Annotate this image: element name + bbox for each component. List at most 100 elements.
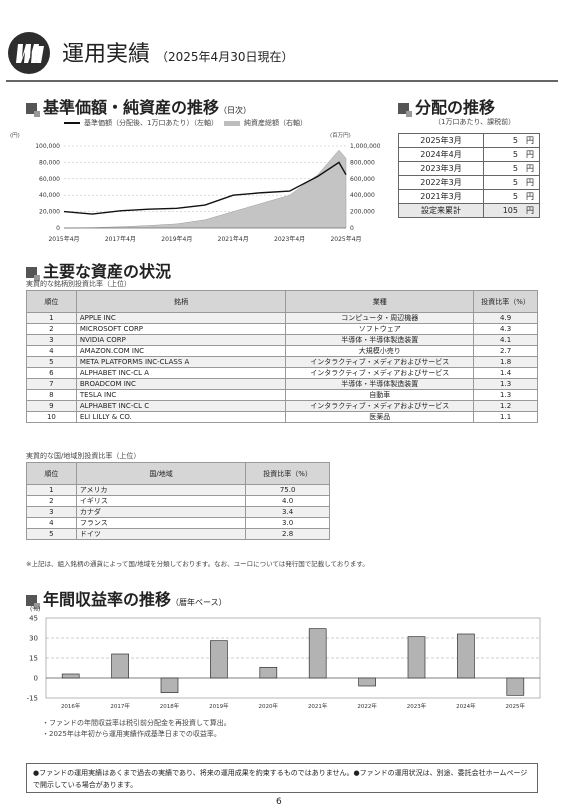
returns-section-title: 年間収益率の推移（暦年ベース） <box>26 586 227 610</box>
table-row: 1 アメリカ 75.0 <box>26 484 330 496</box>
left-tick-label: 80,000 <box>39 159 60 166</box>
country-cell: イギリス <box>75 495 247 507</box>
return-bar <box>61 673 80 679</box>
table-row: 4 フランス 3.0 <box>26 517 330 529</box>
industry-cell: 自動車 <box>285 389 475 401</box>
return-bar <box>210 640 228 679</box>
x-tick-label: 2021年4月 <box>218 235 249 243</box>
right-tick-label: 800,000 <box>350 159 375 166</box>
returns-note-1: ・ファンドの年間収益率は税引前分配金を再投資して算出。 <box>42 719 231 727</box>
legend-aum-label: 純資産総額（右軸） <box>243 119 307 127</box>
ratio-cell: 4.3 <box>473 323 538 335</box>
return-bar <box>259 666 278 679</box>
name-cell: TESLA INC <box>75 389 287 401</box>
dividend-total-row: 設定来累計 105 円 <box>398 203 540 218</box>
dividend-row: 2023年3月 5 円 <box>398 161 540 176</box>
nav-section-title: 基準価額・純資産の推移（日次） <box>26 94 251 118</box>
right-tick-label: 1,000,000 <box>350 143 380 150</box>
holdings-section-title: 主要な資産の状況 <box>26 258 171 282</box>
left-tick-label: 60,000 <box>39 176 60 183</box>
return-bar <box>457 633 475 679</box>
x-tick-label: 2016年 <box>61 702 81 710</box>
ratio-cell: 2.8 <box>245 528 330 540</box>
right-axis-unit: (百万円) <box>330 132 351 139</box>
industry-cell: ソフトウェア <box>285 323 475 335</box>
industry-cell: インタラクティブ・メディアおよびサービス <box>285 400 475 412</box>
rank-cell: 6 <box>26 367 77 379</box>
rank-cell: 5 <box>26 528 77 540</box>
table-row: 10 ELI LILLY & CO. 医薬品 1.1 <box>26 411 538 423</box>
section-marker-icon <box>398 103 412 117</box>
rank-cell: 10 <box>26 411 77 423</box>
col-country: 国/地域 <box>75 462 247 485</box>
name-cell: AMAZON.COM INC <box>75 345 287 357</box>
name-cell: BROADCOM INC <box>75 378 287 390</box>
rank-cell: 9 <box>26 400 77 412</box>
x-tick-label: 2015年4月 <box>48 235 79 243</box>
return-bar <box>358 677 376 687</box>
ratio-cell: 1.1 <box>473 411 538 423</box>
dividend-note: （1万口あたり、課税前） <box>434 118 516 126</box>
col-rank: 順位 <box>26 290 77 313</box>
aum-area <box>63 149 347 229</box>
x-tick-label: 2020年 <box>259 702 279 710</box>
nav-section-note: （日次） <box>219 106 252 115</box>
table-row: 2 イギリス 4.0 <box>26 495 330 507</box>
left-tick-label: 0 <box>56 225 60 232</box>
x-tick-label: 2021年 <box>308 702 328 710</box>
ratio-cell: 1.2 <box>473 400 538 412</box>
nav-line <box>63 161 347 215</box>
table-row: 3 カナダ 3.4 <box>26 506 330 518</box>
dividend-date: 2022年3月 <box>398 175 484 190</box>
legend-nav-label: 基準価額（分配後、1万口あたり）（左軸） <box>84 119 218 127</box>
x-tick-label: 2018年 <box>160 702 180 710</box>
ratio-cell: 4.1 <box>473 334 538 346</box>
return-bar <box>111 653 129 679</box>
dividend-date: 2021年3月 <box>398 189 484 204</box>
col-industry: 業種 <box>285 290 475 313</box>
countries-caption: 実質的な国/地域別投資比率（上位） <box>26 452 141 460</box>
col-rank: 順位 <box>26 462 77 485</box>
col-ratio: 投資比率（%） <box>473 290 538 313</box>
ratio-cell: 4.9 <box>473 312 538 324</box>
dividend-amount: 5 円 <box>483 189 540 204</box>
return-bar <box>407 636 426 679</box>
country-cell: ドイツ <box>75 528 247 540</box>
x-tick-label: 2025年 <box>506 702 526 710</box>
right-tick-label: 600,000 <box>350 176 375 183</box>
industry-cell: インタラクティブ・メディアおよびサービス <box>285 356 475 368</box>
return-bar <box>160 677 179 694</box>
returns-chart: (%) 45 30 15 0 -15 2016年 2017年 2018年 2019年 2020年 20… <box>27 606 541 710</box>
section-marker-icon <box>26 595 40 609</box>
dividend-date: 2023年3月 <box>398 161 484 176</box>
dividend-table: 2025年3月 5 円 2024年4月 5 円 2023年3月 5 円 2022年3月… <box>398 133 540 218</box>
industry-cell: 医薬品 <box>285 411 475 423</box>
table-row: 3 NVIDIA CORP 半導体・半導体製造装置 4.1 <box>26 334 538 346</box>
x-tick-label: 2024年 <box>456 702 476 710</box>
x-tick-label: 2019年 <box>209 702 229 710</box>
section-marker-icon <box>26 103 40 117</box>
legend-nav-swatch <box>64 122 80 124</box>
countries-note: ※上記は、組入銘柄の通貨によって国/地域を分類しております。なお、ユーロについて… <box>26 560 369 568</box>
x-tick-label: 2023年 <box>407 702 427 710</box>
ratio-cell: 1.8 <box>473 356 538 368</box>
industry-cell: インタラクティブ・メディアおよびサービス <box>285 367 475 379</box>
col-name: 銘柄 <box>75 290 287 313</box>
name-cell: ELI LILLY & CO. <box>75 411 287 423</box>
y-tick-label: 0 <box>34 675 38 683</box>
x-tick-label: 2019年4月 <box>161 235 192 243</box>
dividend-row: 2022年3月 5 円 <box>398 175 540 190</box>
page-number: 6 <box>276 797 282 807</box>
rank-cell: 3 <box>26 506 77 518</box>
y-axis-unit: (%) <box>30 606 40 613</box>
ratio-cell: 4.0 <box>245 495 330 507</box>
y-tick-label: 15 <box>29 655 38 663</box>
dividend-amount: 5 円 <box>483 147 540 162</box>
holdings-table: 順位 銘柄 業種 投資比率（%） 1 APPLE INC コンピュータ・周辺機器 4.… <box>26 290 538 423</box>
dividend-amount: 5 円 <box>483 161 540 176</box>
ratio-cell: 1.4 <box>473 367 538 379</box>
dividend-amount: 5 円 <box>483 175 540 190</box>
x-tick-label: 2023年4月 <box>274 235 305 243</box>
rank-cell: 5 <box>26 356 77 368</box>
table-row: 5 META PLATFORMS INC-CLASS A インタラクティブ・メディア… <box>26 356 538 368</box>
